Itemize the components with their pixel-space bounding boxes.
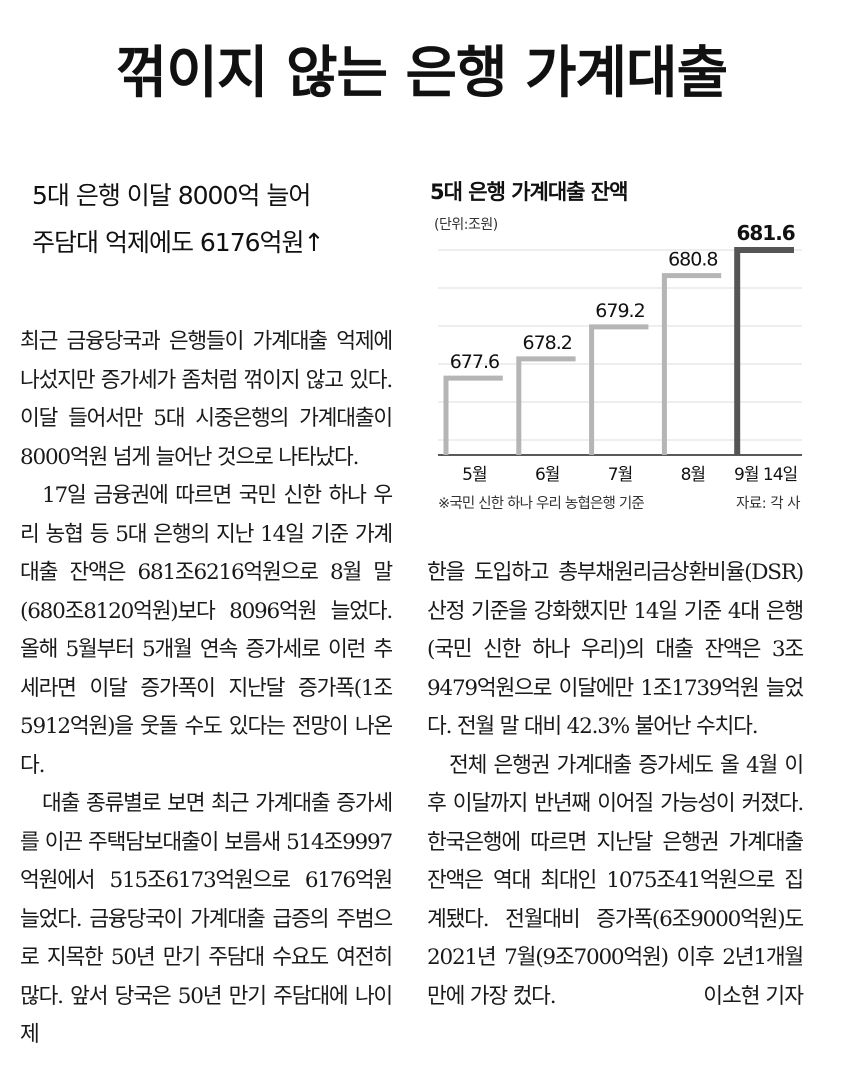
- subheadline: 5대 은행 이달 8000억 늘어 주담대 억제에도 6176억원↑: [32, 172, 392, 266]
- bar-4: [661, 273, 722, 455]
- subheadline-line-2: 주담대 억제에도 6176억원↑: [32, 228, 324, 257]
- chart-canvas: 677.6 5월 678.2 6월 679.2 7월 680.8 8월 681.6 9월 14일: [438, 221, 802, 485]
- bar-value-label: 677.6: [450, 351, 499, 373]
- headline: 꺾이지 않는 은행 가계대출: [115, 41, 728, 106]
- article-paragraph: 최근 금융당국과 은행들이 가계대출 억제에 나섰지만 증가세가 좀처럼 꺾이지…: [20, 329, 393, 470]
- bar-1: [443, 375, 503, 455]
- loan-balance-chart: 677.6 5월 678.2 6월 679.2 7월 680.8 8월 681.6 9월 14일 …: [430, 176, 810, 516]
- bar-value-label: 679.2: [595, 300, 644, 322]
- article-paragraph: 대출 종류별로 보면 최근 가계대출 증가세를 이끈 주택담보대출이 보름새 5…: [20, 791, 393, 1047]
- article-paragraph: 전체 은행권 가계대출 증가세도 올 4월 이후 이달까지 반년째 이어질 가능…: [427, 747, 804, 1017]
- chart-note: ※국민 신한 하나 우리 농협은행 기준: [438, 496, 645, 512]
- chart-source: 자료: 각 사: [736, 496, 800, 512]
- article-paragraph-text: 전체 은행권 가계대출 증가세도 올 4월 이후 이달까지 반년째 이어질 가능…: [427, 752, 804, 1009]
- chart-title: 5대 은행 가계대출 잔액: [430, 180, 628, 204]
- bar-3: [589, 324, 649, 455]
- bar-2: [516, 356, 576, 455]
- x-tick-label: 5월: [462, 465, 486, 485]
- x-tick-label: 9월 14일: [734, 465, 797, 485]
- byline: 이소현 기자: [703, 983, 804, 1009]
- bar-5: [734, 247, 794, 455]
- article-paragraph: 17일 금융권에 따르면 국민 신한 하나 우리 농협 등 5대 은행의 지난 …: [20, 483, 393, 778]
- x-tick-label: 7월: [608, 465, 632, 485]
- bar-value-label: 681.6: [736, 221, 794, 245]
- article-column-left: 최근 금융당국과 은행들이 가계대출 억제에 나섰지만 증가세가 좀처럼 꺾이지…: [20, 323, 393, 1055]
- article-paragraph: 한을 도입하고 총부채원리금상환비율(DSR) 산정 기준을 강화했지만 14일…: [427, 560, 804, 739]
- x-tick-label: 6월: [535, 465, 559, 485]
- bar-value-label: 680.8: [668, 249, 717, 271]
- bar-value-label: 678.2: [522, 332, 571, 354]
- x-tick-label: 8월: [681, 465, 705, 485]
- subheadline-line-1: 5대 은행 이달 8000억 늘어: [32, 181, 311, 210]
- chart-unit: (단위:조원): [434, 217, 498, 233]
- article-column-right: 한을 도입하고 총부채원리금상환비율(DSR) 산정 기준을 강화했지만 14일…: [427, 554, 804, 1017]
